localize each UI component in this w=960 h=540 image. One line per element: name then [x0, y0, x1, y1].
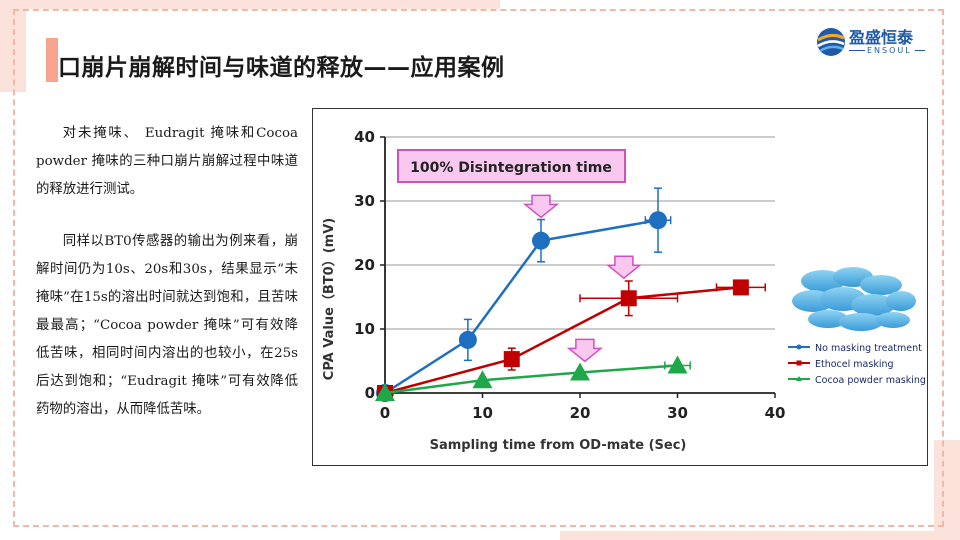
callout-arrow-2: [605, 255, 642, 280]
logo-rule-right: [915, 50, 925, 51]
data-point-0-2: [532, 231, 550, 250]
callout-arrow-3: [566, 338, 603, 363]
page-title: 口崩片崩解时间与味道的释放——应用案例: [58, 55, 505, 81]
title-accent-bar: [46, 38, 58, 82]
series-line-0: [384, 218, 659, 395]
top-decor-strip: [0, 0, 500, 9]
chart-title: 100% Disintegration time: [410, 160, 612, 176]
data-point-2-0: [375, 383, 395, 401]
company-logo: 盈盛恒泰 ENSOUL: [815, 22, 927, 62]
series-cocoa-powder-masking: [375, 355, 691, 401]
y-tick-label-0: 0: [365, 384, 375, 402]
logo-name-cn: 盈盛恒泰: [849, 28, 914, 47]
chart-figure: 0 10 20 30 40 0 10 20 30 40 100% Disintegration t…: [312, 108, 928, 466]
series-line-2: [384, 364, 678, 395]
data-point-2-3: [667, 355, 688, 374]
data-point-1-3: [732, 279, 749, 296]
data-point-0-1: [458, 330, 477, 349]
tablet-photo: [792, 267, 916, 331]
data-point-1-1: [503, 351, 520, 368]
y-tick-label-30: 30: [354, 192, 375, 210]
legend-label-1: Ethocel masking: [815, 359, 894, 370]
data-point-2-2: [570, 362, 590, 381]
logo-name-en: ENSOUL: [867, 46, 912, 55]
x-axis-label: Sampling time from OD-mate (Sec): [430, 438, 687, 453]
legend-marker-2: [796, 376, 802, 381]
legend-label-2: Cocoa powder masking: [815, 375, 926, 386]
y-tick-label-10: 10: [354, 320, 375, 338]
x-tick-label-30: 30: [667, 404, 688, 422]
x-tick-label-40: 40: [765, 404, 786, 422]
y-tick-label-40: 40: [354, 128, 375, 146]
bottom-right-decor: [934, 440, 960, 540]
y-tick-label-20: 20: [354, 256, 375, 274]
chart-legend: No masking treatment Ethocel masking Cocoa…: [788, 343, 926, 386]
paragraph-intro: 对未掩味、 Eudragit 掩味和Cocoa powder 掩味的三种口崩片崩…: [36, 126, 298, 197]
x-tick-label-20: 20: [570, 404, 591, 422]
data-point-0-3: [649, 211, 667, 230]
y-axis-label: CPA Value（BT0）(mV): [321, 218, 337, 380]
data-point-1-2: [620, 290, 637, 307]
series-ethocel-masking: [377, 279, 766, 401]
paragraph-results: 同样以BT0传感器的输出为例来看，崩解时间仍为10s、20s和30s，结果显示“…: [36, 234, 298, 417]
x-tick-label-0: 0: [380, 404, 390, 422]
logo-rule-left: [849, 50, 865, 51]
logo-globe-icon: [817, 28, 845, 56]
slide-frame: [13, 9, 944, 527]
series-line-1: [384, 286, 741, 395]
chart-title-box: [397, 149, 626, 183]
legend-label-0: No masking treatment: [815, 343, 922, 354]
legend-marker-1: [796, 360, 802, 366]
callout-arrow-1: [522, 194, 560, 219]
bottom-decor-strip: [560, 531, 960, 540]
x-tick-label-10: 10: [472, 404, 493, 422]
data-point-2-1: [472, 370, 493, 389]
description-text: 对未掩味、 Eudragit 掩味和Cocoa powder 掩味的三种口崩片崩…: [36, 120, 298, 448]
cpa-chart: 0 10 20 30 40 0 10 20 30 40 100% Disintegration t…: [321, 128, 926, 453]
legend-marker-0: [796, 344, 802, 350]
